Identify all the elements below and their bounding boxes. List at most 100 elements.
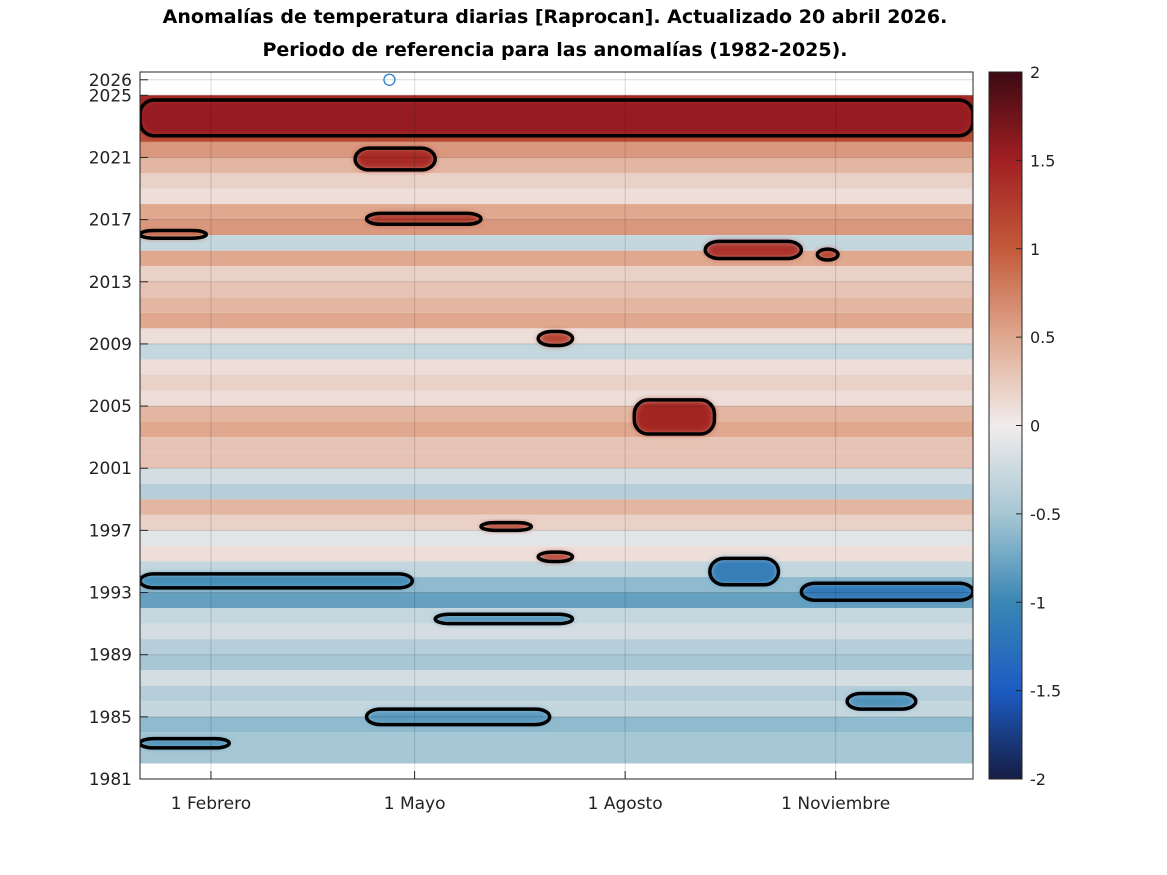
contour-line [708, 556, 781, 587]
anomaly-blob [355, 148, 436, 170]
anomaly-band [140, 204, 973, 220]
anomaly-blob [538, 331, 573, 346]
colorbar-tick-label: 1.5 [1030, 151, 1055, 170]
anomaly-band [140, 685, 973, 702]
anomaly-blob [366, 213, 481, 225]
contour-line [536, 329, 575, 348]
anomaly-band [140, 654, 973, 671]
anomaly-band [140, 297, 973, 313]
colorbar-tick-label: -1.5 [1030, 682, 1061, 701]
anomaly-blob [140, 99, 973, 136]
contour-line [353, 146, 437, 172]
anomaly-blob [817, 249, 838, 261]
y-tick-label: 1985 [89, 708, 132, 728]
y-tick-label: 2025 [89, 86, 132, 106]
anomaly-band [140, 312, 973, 329]
anomaly-band [140, 375, 973, 391]
anomaly-blob [709, 558, 779, 585]
anomaly-band [140, 747, 973, 764]
anomaly-blob [801, 583, 973, 601]
contour-line [364, 707, 552, 727]
colorbar-tick-label: 0.5 [1030, 328, 1055, 347]
anomaly-band [140, 623, 973, 640]
anomaly-band [140, 499, 973, 515]
anomaly-blob [435, 614, 573, 624]
colorbar-tick-label: 1 [1030, 240, 1040, 259]
anomaly-blob [140, 573, 413, 588]
anomaly-band [140, 437, 973, 453]
anomaly-band [140, 421, 973, 438]
anomaly-band [140, 343, 973, 360]
current-day-marker [383, 73, 396, 86]
anomaly-band [140, 250, 973, 267]
anomaly-band [140, 141, 973, 158]
y-tick-label: 2026 [89, 71, 132, 91]
contour-line [536, 550, 575, 564]
contour-line [815, 247, 840, 262]
anomaly-band [140, 670, 973, 686]
anomaly-band [140, 701, 973, 717]
anomaly-band [140, 188, 973, 205]
contour-line [703, 239, 804, 261]
contour-line [433, 612, 575, 626]
anomaly-blob [140, 230, 207, 239]
anomaly-band [140, 483, 973, 500]
plot-frame [139, 71, 974, 780]
contour-line [140, 572, 415, 590]
anomaly-band [140, 266, 973, 282]
contour-line [140, 98, 973, 138]
colorbar-tick-label: 2 [1030, 63, 1040, 82]
anomaly-blob [480, 522, 532, 531]
y-tick-label: 2021 [89, 148, 132, 168]
anomaly-band [140, 592, 973, 609]
y-tick-label: 1981 [89, 770, 132, 790]
contour-line [479, 520, 534, 533]
contour-line [140, 736, 231, 750]
x-tick-label: 1 Noviembre [781, 794, 890, 814]
anomaly-band [140, 281, 973, 298]
x-tick-label: 1 Agosto [588, 794, 663, 814]
y-tick-label: 2001 [89, 459, 132, 479]
anomaly-blob [847, 693, 916, 710]
anomaly-band [140, 452, 973, 469]
colorbar-tick-label: -0.5 [1030, 505, 1061, 524]
heatmap-layer [140, 95, 973, 764]
grid-layer [140, 72, 973, 780]
chart-subtitle: Periodo de referencia para las anomalías… [262, 39, 848, 61]
anomaly-band [140, 157, 973, 173]
anomaly-band [140, 514, 973, 531]
x-tick-label: 1 Mayo [384, 794, 446, 814]
y-tick-label: 2009 [89, 335, 132, 355]
x-tick-label: 1 Febrero [171, 794, 251, 814]
anomaly-blob [634, 399, 715, 435]
contour-line [364, 211, 483, 227]
anomaly-blob [366, 709, 550, 725]
colorbar-tick-label: 0 [1030, 417, 1040, 436]
colorbar-tick-label: -2 [1030, 770, 1046, 789]
contour-line [632, 398, 717, 436]
anomaly-band [140, 530, 973, 546]
anomaly-blob [538, 552, 573, 562]
y-tick-label: 1993 [89, 584, 132, 604]
contour-line [845, 691, 918, 711]
contour-line [140, 228, 209, 241]
anomaly-band [140, 219, 973, 236]
y-tick-label: 1997 [89, 521, 132, 541]
chart-title: Anomalías de temperatura diarias [Raproc… [162, 6, 948, 28]
anomaly-band [140, 359, 973, 375]
anomaly-band [140, 406, 973, 422]
anomaly-band [140, 639, 973, 655]
anomaly-band [140, 468, 973, 484]
anomaly-band [140, 173, 973, 189]
y-tick-label: 1989 [89, 646, 132, 666]
anomaly-band [140, 235, 973, 251]
y-tick-label: 2017 [89, 211, 132, 231]
y-tick-label: 2005 [89, 397, 132, 417]
anomaly-band [140, 390, 973, 407]
colorbar-tick-label: -1 [1030, 593, 1046, 612]
anomaly-blob [140, 738, 230, 748]
y-tick-label: 2013 [89, 273, 132, 293]
anomaly-band [140, 732, 973, 748]
anomaly-band [140, 716, 973, 733]
